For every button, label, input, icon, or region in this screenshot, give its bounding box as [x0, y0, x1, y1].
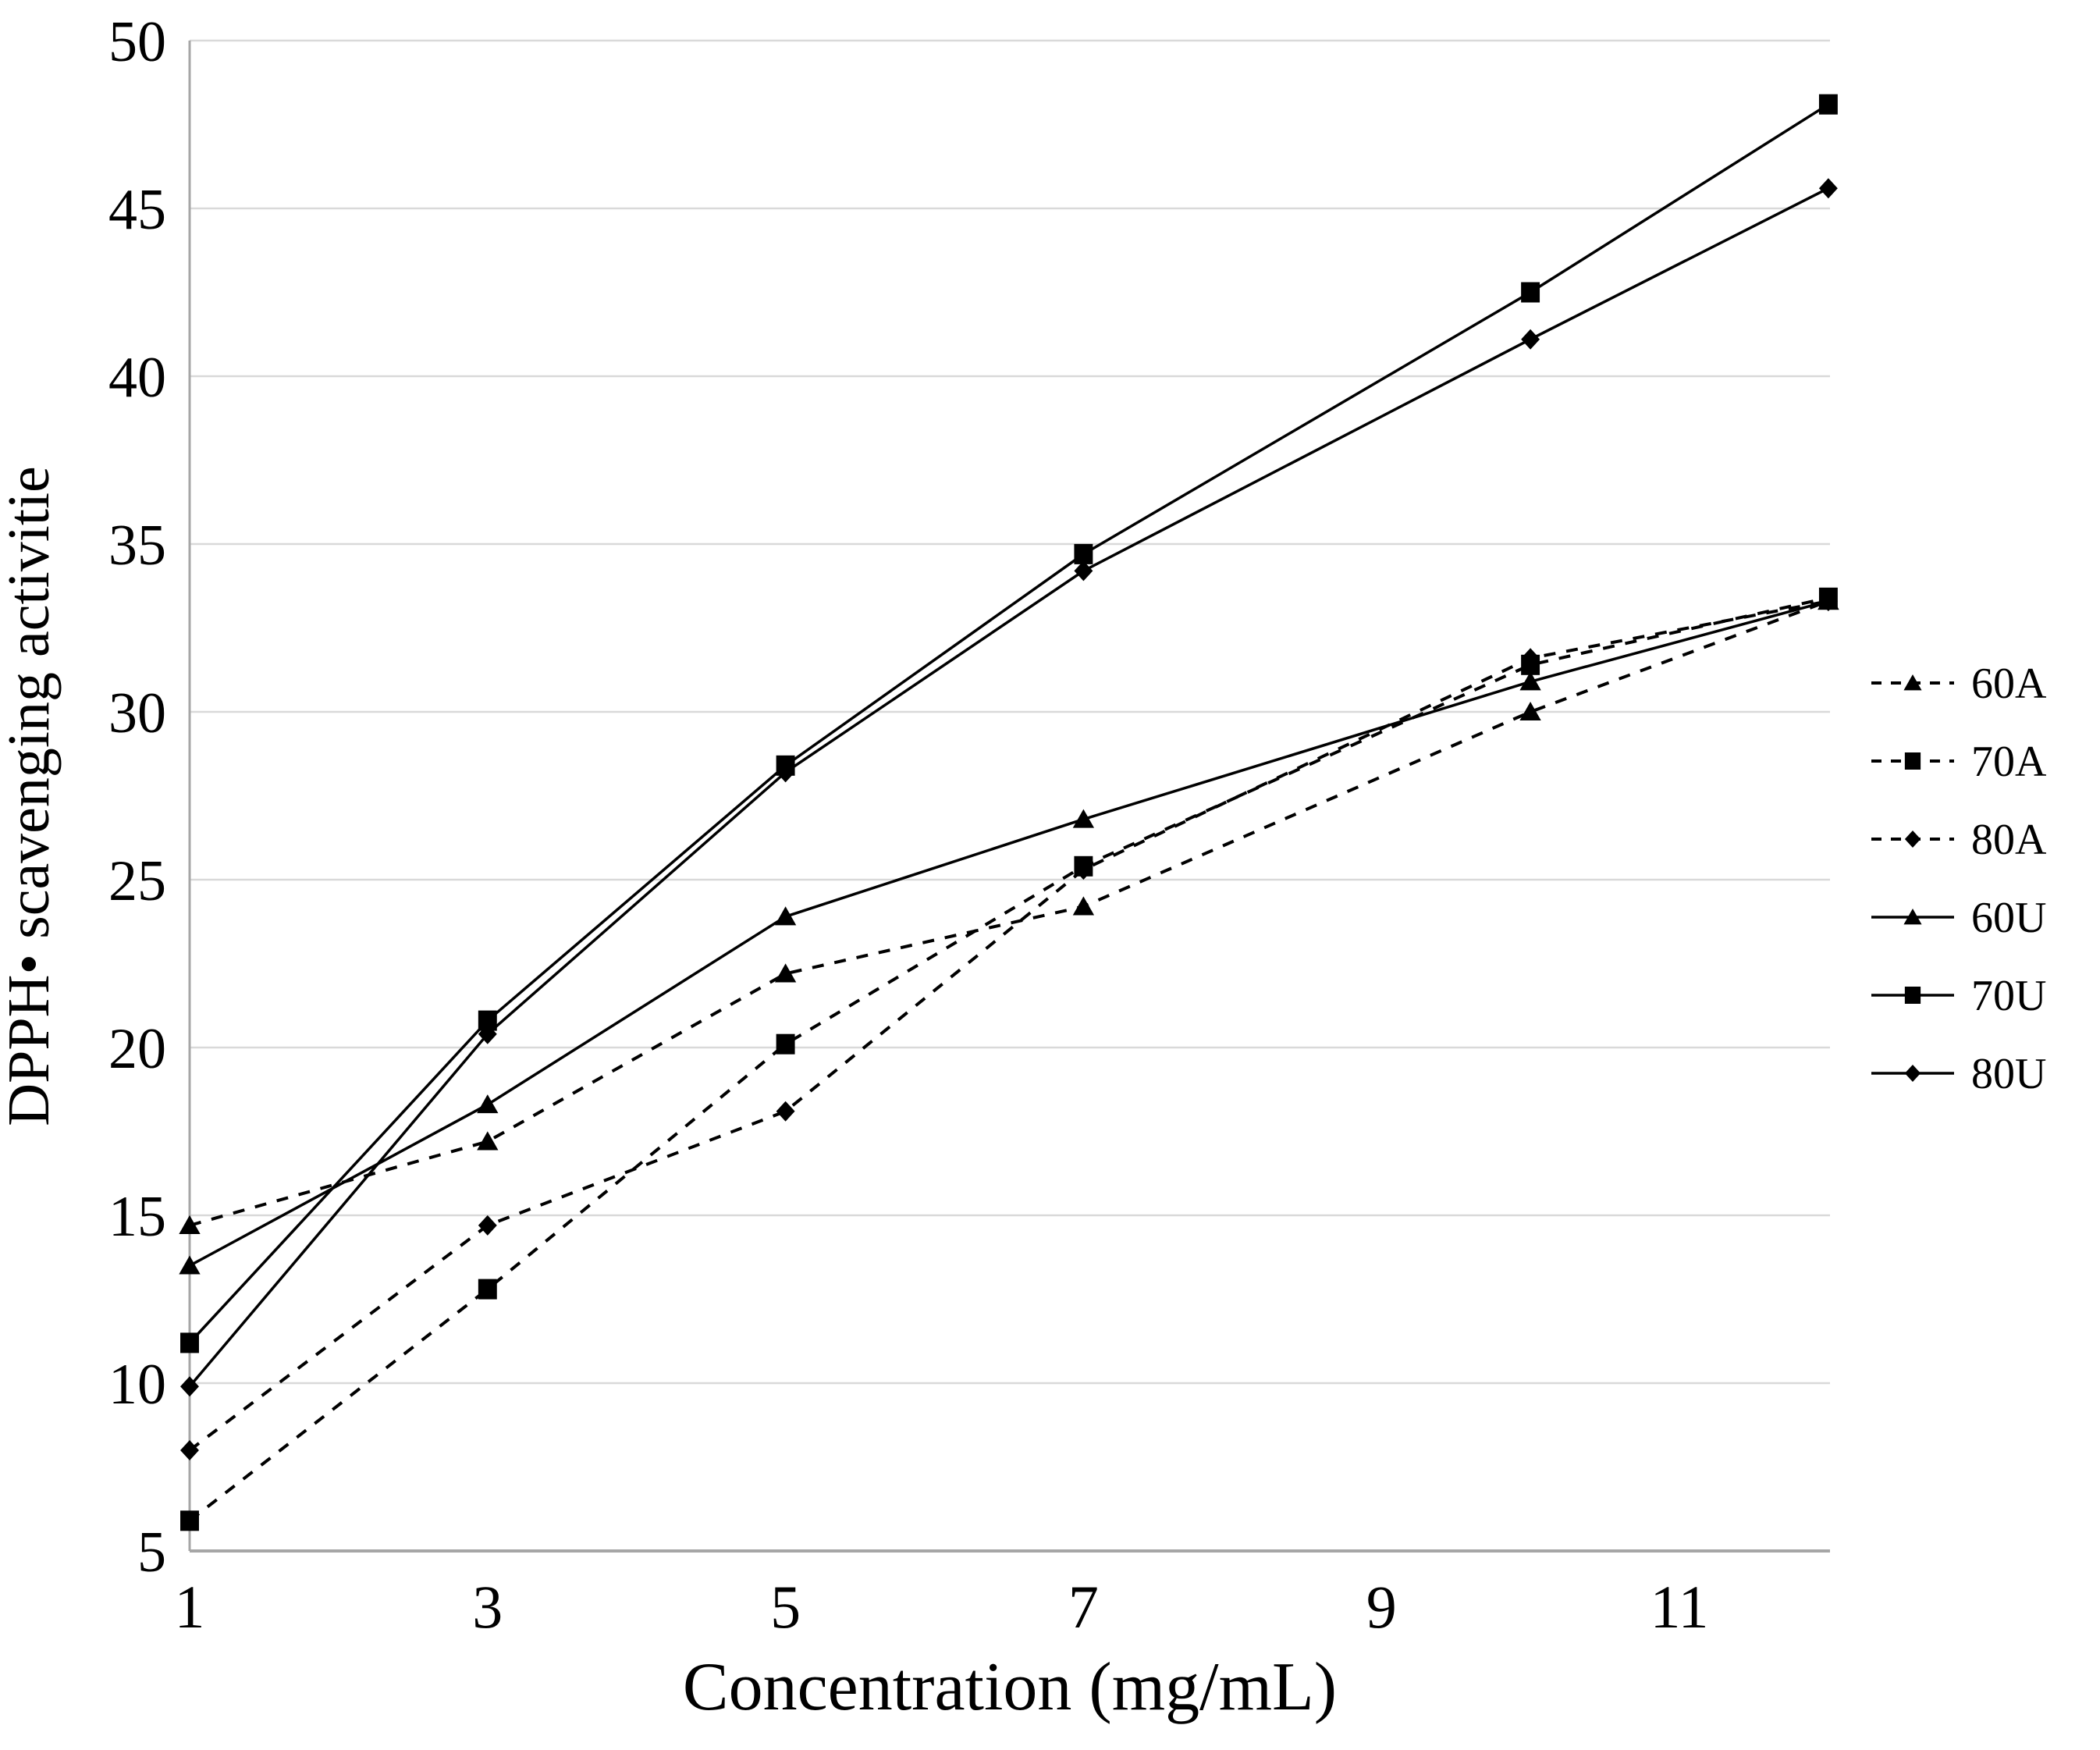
- legend-label: 60U: [1971, 894, 2046, 942]
- data-point-square-icon: [776, 755, 795, 776]
- gridlines: [190, 39, 1830, 1553]
- series-lines: [179, 94, 1839, 1531]
- y-tick-label: 20: [108, 1017, 166, 1081]
- data-point-diamond-icon: [180, 1376, 199, 1397]
- axes: [188, 41, 1830, 1553]
- x-tick-label: 11: [1650, 1573, 1708, 1641]
- y-tick-label: 5: [137, 1521, 166, 1585]
- data-point-square-icon: [1521, 654, 1540, 675]
- y-tick-label: 40: [108, 346, 166, 410]
- x-axis-title: Concentration (mg/mL): [683, 1649, 1337, 1725]
- data-point-triangle-icon: [179, 1215, 201, 1234]
- x-tick-label: 5: [770, 1573, 801, 1641]
- y-axis-title: DPPH• scavenging activitie: [0, 466, 62, 1126]
- legend: 60A 70A 80A 60U 70U 80U: [1871, 660, 2047, 1098]
- series-line-70U: [188, 103, 1829, 1344]
- series-line-60U: [189, 599, 1829, 1268]
- data-point-diamond-icon: [1904, 1065, 1921, 1082]
- series-60U: [179, 591, 1839, 1275]
- data-point-square-icon: [1074, 855, 1093, 877]
- legend-item-80U: 80U: [1871, 1050, 2046, 1098]
- data-point-triangle-icon: [477, 1131, 499, 1151]
- series-line-60A: [189, 599, 1829, 1227]
- data-point-triangle-icon: [1072, 896, 1095, 916]
- y-tick-label: 30: [108, 681, 166, 745]
- data-point-square-icon: [478, 1279, 497, 1300]
- x-tick-label: 3: [472, 1573, 503, 1641]
- legend-item-70A: 70A: [1871, 738, 2047, 786]
- data-point-square-icon: [776, 1033, 795, 1055]
- data-point-triangle-icon: [179, 1255, 201, 1275]
- data-point-square-icon: [1818, 94, 1838, 115]
- data-point-square-icon: [1074, 543, 1093, 564]
- y-tick-label: 35: [108, 514, 166, 578]
- y-tick-label: 15: [108, 1185, 166, 1249]
- data-point-triangle-icon: [477, 1094, 499, 1114]
- legend-label: 70A: [1971, 738, 2047, 786]
- data-point-square-icon: [180, 1332, 199, 1353]
- series-80A: [180, 591, 1838, 1460]
- data-point-diamond-icon: [1521, 329, 1540, 350]
- y-tick-label: 45: [108, 178, 166, 242]
- series-70A: [180, 587, 1838, 1531]
- x-tick-label: 7: [1068, 1573, 1099, 1641]
- legend-label: 80A: [1971, 816, 2047, 864]
- legend-label: 80U: [1971, 1050, 2046, 1098]
- y-tick-label: 25: [108, 849, 166, 913]
- data-point-diamond-icon: [478, 1215, 497, 1236]
- y-tick-label: 10: [108, 1353, 166, 1417]
- data-point-square-icon: [1521, 282, 1540, 303]
- legend-item-60A: 60A: [1871, 660, 2047, 708]
- data-point-diamond-icon: [1074, 560, 1093, 582]
- data-point-diamond-icon: [180, 1440, 199, 1460]
- y-tick-label: 50: [108, 10, 166, 74]
- data-point-square-icon: [180, 1510, 199, 1531]
- series-line-80U: [188, 187, 1829, 1388]
- legend-label: 60A: [1971, 660, 2047, 708]
- data-point-triangle-icon: [774, 906, 797, 926]
- data-point-square-icon: [1904, 987, 1921, 1004]
- legend-label: 70U: [1971, 972, 2046, 1020]
- x-tick-label: 9: [1366, 1573, 1397, 1641]
- legend-item-70U: 70U: [1871, 972, 2046, 1020]
- data-point-triangle-icon: [1903, 674, 1922, 691]
- series-line-70A: [188, 596, 1829, 1522]
- data-point-triangle-icon: [774, 963, 797, 983]
- x-tick-label: 1: [175, 1573, 205, 1641]
- data-point-triangle-icon: [1519, 671, 1541, 691]
- series-70U: [180, 94, 1838, 1353]
- legend-item-80A: 80A: [1871, 816, 2047, 864]
- series-line-80A: [188, 599, 1829, 1452]
- data-point-square-icon: [1818, 587, 1838, 608]
- data-point-diamond-icon: [1818, 178, 1838, 199]
- data-point-triangle-icon: [1903, 909, 1922, 925]
- legend-item-60U: 60U: [1871, 894, 2046, 942]
- data-point-diamond-icon: [1904, 831, 1921, 848]
- data-point-square-icon: [1904, 752, 1921, 770]
- data-point-square-icon: [478, 1010, 497, 1031]
- series-80U: [180, 178, 1838, 1397]
- data-point-triangle-icon: [1519, 702, 1541, 721]
- data-point-triangle-icon: [1072, 809, 1095, 828]
- data-point-diamond-icon: [776, 1101, 795, 1122]
